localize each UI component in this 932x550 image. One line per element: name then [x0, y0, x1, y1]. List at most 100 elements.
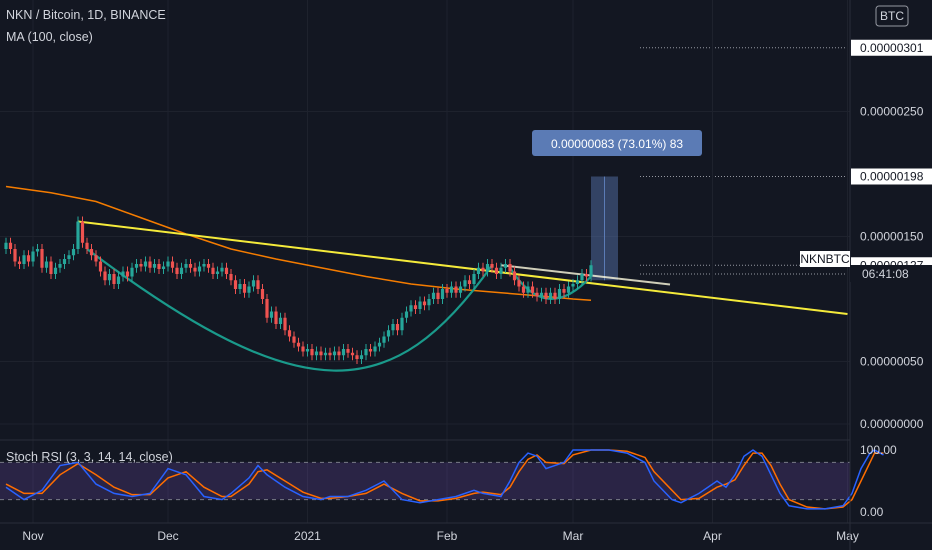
candle-body: [67, 255, 71, 259]
candle-body: [184, 264, 188, 268]
candle-body: [211, 267, 215, 274]
candle-body: [377, 342, 382, 347]
candle-body: [215, 271, 220, 274]
candle-body: [152, 264, 157, 268]
time-tick-label: Nov: [22, 529, 43, 543]
candle-body: [103, 271, 107, 281]
candle-body: [571, 284, 575, 287]
stoch-band: [0, 462, 850, 500]
candle-body: [76, 221, 80, 249]
candle-body: [503, 264, 508, 268]
candle-body: [436, 292, 440, 299]
cup-curve: [86, 248, 493, 372]
candle-body: [269, 311, 274, 318]
candle-body: [197, 266, 202, 272]
candle-body: [535, 292, 539, 297]
price-tag-bg: [851, 39, 932, 56]
candle-body: [179, 267, 184, 274]
chart-title: NKN / Bitcoin, 1D, BINANCE: [6, 8, 166, 22]
price-tag-bg: [851, 168, 932, 185]
candle-body: [575, 280, 580, 284]
candle-body: [58, 264, 62, 268]
candle-body: [499, 267, 503, 274]
candle-body: [4, 242, 8, 249]
candle-body: [337, 351, 341, 356]
candle-body: [530, 286, 535, 293]
candle-body: [301, 346, 305, 352]
candle-body: [517, 280, 521, 287]
candle-body: [206, 264, 211, 268]
candle-body: [589, 265, 593, 277]
candle-body: [296, 342, 301, 347]
candle-body: [260, 289, 265, 299]
candle-body: [247, 286, 251, 293]
candle-body: [319, 351, 323, 356]
candle-body: [121, 271, 125, 277]
candle-body: [427, 299, 431, 306]
candle-body: [98, 261, 103, 272]
candle-body: [233, 280, 238, 289]
candle-body: [341, 349, 346, 356]
candle-body: [229, 274, 233, 281]
candle-body: [251, 280, 256, 287]
candle-body: [89, 249, 94, 256]
resistance-trendline: [77, 220, 848, 315]
candle-body: [445, 289, 449, 293]
candle-body: [521, 286, 526, 293]
measure-label: 0.00000083 (73.01%) 83: [551, 137, 683, 151]
candle-body: [166, 261, 170, 267]
candle-body: [566, 286, 571, 293]
candle-body: [580, 274, 584, 281]
candle-body: [85, 242, 89, 249]
stoch-rsi-legend: Stoch RSI (3, 3, 14, 14, close): [6, 450, 173, 464]
candle-body: [242, 284, 247, 293]
candle-body: [418, 301, 422, 309]
candle-body: [94, 255, 98, 262]
candle-body: [526, 286, 530, 293]
candle-body: [539, 292, 544, 297]
candle-body: [17, 261, 22, 264]
candle-body: [44, 261, 49, 268]
candle-body: [53, 267, 58, 274]
candle-body: [328, 352, 332, 356]
time-tick-label: Apr: [703, 529, 722, 543]
time-axis[interactable]: Nov Dec 2021 Feb Mar Apr May: [22, 529, 859, 543]
candle-body: [382, 336, 386, 343]
time-tick-label: Feb: [437, 529, 458, 543]
candle-body: [170, 261, 175, 268]
candle-body: [409, 305, 413, 312]
candle-body: [413, 305, 418, 309]
candle-body: [202, 264, 206, 267]
candle-body: [584, 274, 589, 277]
ma100-line: [5, 185, 592, 301]
candle-body: [143, 261, 148, 267]
measure-label-box[interactable]: [532, 130, 702, 156]
candle-body: [557, 289, 562, 299]
candle-body: [373, 346, 377, 352]
candle-body: [508, 264, 512, 272]
currency-button[interactable]: BTC: [880, 9, 904, 23]
candle-body: [157, 264, 161, 269]
candle-body: [548, 292, 553, 299]
candle-body: [391, 324, 395, 331]
stoch-tick-label: 0.00: [860, 505, 884, 519]
countdown-bg: [850, 265, 932, 282]
candle-body: [193, 267, 197, 272]
candle-body: [292, 336, 296, 343]
price-tag-label: 0.00000301: [860, 41, 924, 55]
candle-body: [494, 267, 499, 274]
candle-body: [238, 284, 242, 289]
candle-body: [22, 255, 26, 264]
stoch-rsi-pane: [0, 449, 884, 510]
candle-body: [431, 292, 436, 299]
candle-body: [139, 264, 143, 267]
candle-body: [553, 292, 557, 299]
candle-body: [476, 267, 481, 274]
currency-button-bg[interactable]: [875, 5, 909, 27]
candle-body: [310, 349, 314, 356]
candle-body: [400, 317, 404, 331]
candle-body: [490, 264, 494, 268]
symbol-tag-bg: [800, 251, 850, 267]
stoch-k-line: [5, 449, 884, 510]
